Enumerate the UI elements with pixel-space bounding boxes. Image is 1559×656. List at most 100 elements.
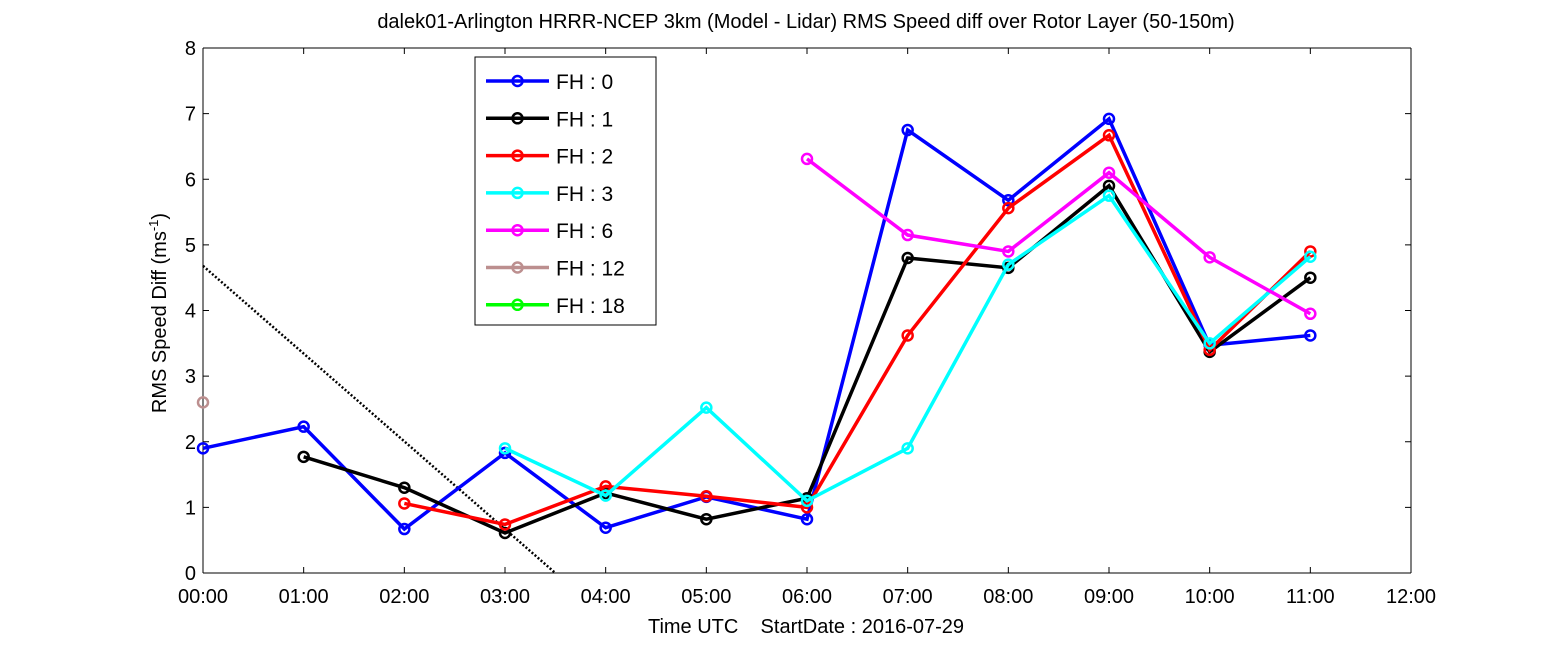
legend-marker [511,74,524,88]
data-point-fh-1 [700,512,713,526]
y-tick-label: 7 [185,104,196,126]
data-point-fh-3 [901,442,914,455]
legend-marker [511,186,524,200]
x-tick-label: 06:00 [782,586,832,608]
x-tick-label: 05:00 [681,586,731,608]
data-point-fh-6 [901,228,914,242]
legend-label: FH : 2 [556,146,613,169]
data-point-fh-0 [800,512,814,526]
data-point-fh-0 [1002,194,1015,207]
series-fh-2 [398,129,1317,531]
data-point-fh-6 [1102,166,1116,179]
data-point-fh-2 [1304,245,1317,258]
series-layer [196,112,1317,540]
data-point-fh-2 [901,329,914,342]
series-fh-3 [498,189,1317,508]
legend-label: FH : 18 [556,295,625,318]
legend-item-fh-0: FH : 0 [486,71,613,94]
data-point-fh-2 [398,497,411,510]
data-point-fh-0 [901,123,914,137]
data-point-fh-3 [599,489,612,502]
data-point-fh-0 [599,521,612,534]
data-point-fh-0 [498,446,512,460]
data-point-fh-0 [1304,329,1317,342]
data-point-fh-1 [297,450,310,464]
data-point-fh-0 [196,442,210,455]
y-tick-label: 1 [185,497,196,519]
legend-label: FH : 12 [556,258,625,281]
legend-marker [511,298,524,312]
y-axis-label-end: ) [149,213,171,220]
x-tick-label: 07:00 [883,586,933,608]
legend-item-fh-3: FH : 3 [486,183,613,206]
legend-label: FH : 1 [556,108,613,131]
y-ticks: 0 1 2 3 4 5 6 7 8 [185,38,1411,585]
y-tick-label: 5 [185,235,196,257]
data-point-fh-3 [1203,337,1216,350]
data-point-fh-12 [196,396,210,409]
y-tick-label: 3 [185,366,196,388]
legend-marker [511,149,524,162]
x-tick-label: 11:00 [1286,586,1335,608]
series-fh-6 [800,152,1317,321]
x-tick-label: 10:00 [1185,586,1235,608]
x-tick-label: 04:00 [581,586,631,608]
data-point-fh-6 [1002,245,1015,258]
data-point-fh-3 [800,494,814,508]
data-point-fh-6 [800,152,814,166]
chart-title: dalek01-Arlington HRRR-NCEP 3km (Model -… [377,11,1234,33]
data-point-fh-3 [1002,258,1015,271]
y-axis-label-superscript: -1 [146,220,161,232]
legend-item-fh-6: FH : 6 [486,220,613,243]
data-point-fh-1 [1304,271,1317,284]
x-tick-label: 01:00 [279,586,329,608]
data-point-fh-6 [1304,307,1317,321]
data-point-fh-3 [1304,250,1317,263]
series-line-fh-6 [805,157,1312,316]
legend-marker [511,261,524,274]
y-tick-label: 0 [185,563,196,585]
legend-label: FH : 0 [556,71,613,94]
legend-item-fh-2: FH : 2 [486,146,613,169]
data-point-fh-3 [1102,189,1116,202]
data-point-fh-1 [901,251,914,265]
data-point-fh-0 [1102,112,1116,126]
data-point-fh-2 [1102,129,1116,142]
series-line-fh-3 [504,193,1312,503]
y-tick-label: 8 [185,38,196,60]
legend-box [474,56,657,326]
data-point-fh-6 [1203,251,1216,264]
data-point-fh-1 [498,526,512,540]
data-point-fh-2 [700,489,713,503]
legend-marker [511,223,524,237]
legend-label: FH : 6 [556,220,613,243]
legend: FH : 0 FH : 1 FH : 2 FH : 3 FH : 6 FH : 12 FH … [474,56,657,326]
legend-item-fh-12: FH : 12 [486,258,625,281]
data-point-fh-0 [398,522,411,536]
data-point-fh-2 [1002,201,1015,215]
x-tick-label: 00:00 [178,586,228,608]
legend-item-fh-18: FH : 18 [486,295,625,318]
legend-label: FH : 3 [556,183,613,206]
series-line-fh-2 [403,132,1312,527]
legend-marker [511,112,524,125]
y-tick-label: 2 [185,432,196,454]
x-axis-label: Time UTC StartDate : 2016-07-29 [648,616,964,638]
series-fh-12 [196,396,210,409]
x-tick-label: 02:00 [379,586,429,608]
y-axis-label: RMS Speed Diff (ms-1) [146,213,171,413]
x-tick-label: 12:00 [1386,586,1436,608]
data-point-fh-1 [398,481,411,494]
x-ticks: 00:00 01:00 02:00 03:00 04:00 05:00 06:00 07:00… [178,48,1436,608]
y-tick-label: 6 [185,169,196,191]
data-point-fh-3 [498,442,512,455]
data-point-fh-0 [297,420,310,433]
data-point-fh-3 [700,401,713,414]
legend-item-fh-1: FH : 1 [486,108,613,131]
x-tick-label: 09:00 [1084,586,1134,608]
x-tick-label: 08:00 [983,586,1033,608]
y-axis-label-main: RMS Speed Diff (ms [149,231,171,413]
x-tick-label: 03:00 [480,586,530,608]
